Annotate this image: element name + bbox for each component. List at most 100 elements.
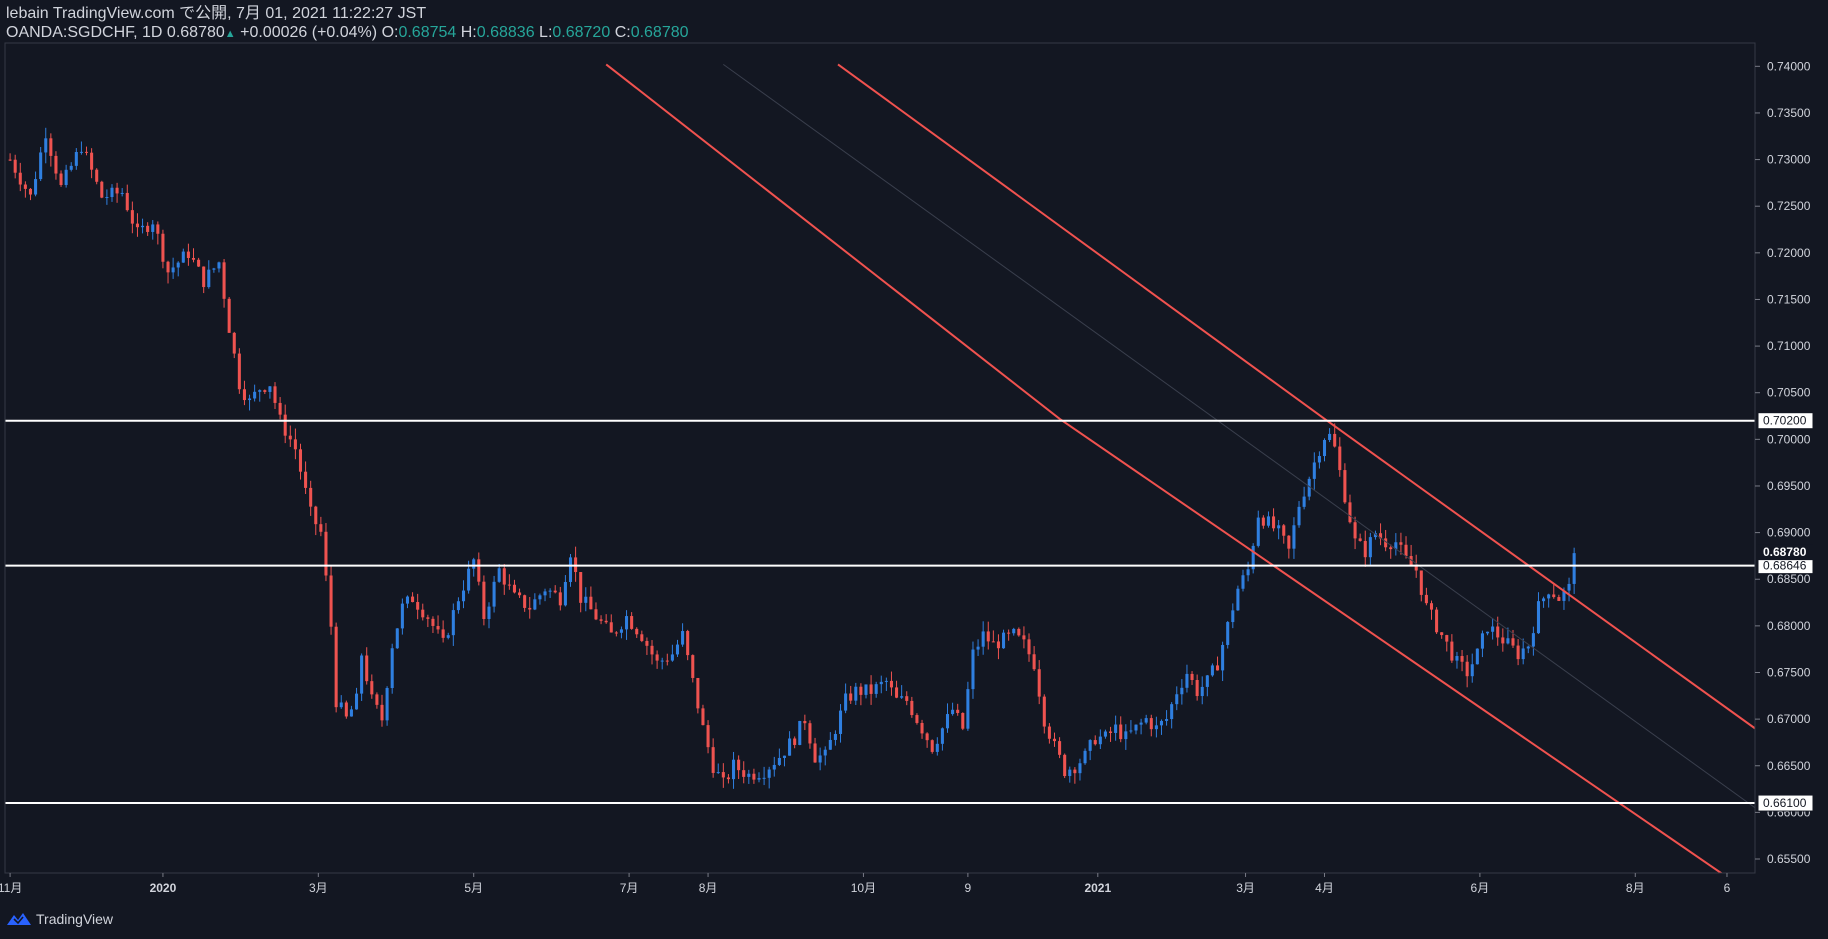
candle-body xyxy=(380,704,384,721)
candle xyxy=(477,552,481,586)
candle-body xyxy=(996,641,1000,649)
candle xyxy=(762,766,766,786)
candle-body xyxy=(945,714,950,729)
candle xyxy=(772,756,776,777)
candle-body xyxy=(1511,638,1515,646)
level-price-tag xyxy=(1757,794,1814,812)
time-axis[interactable]: 11月 2020 3月 5月 7月 8月 10月 9 2021 3月 4月 6月 8月 6 xyxy=(0,873,1731,895)
symbol-interval[interactable]: OANDA:SGDCHF, 1D xyxy=(6,24,163,41)
price-change: +0.00026 (+0.04%) xyxy=(240,24,378,41)
candle-body xyxy=(1098,736,1102,745)
candle xyxy=(1088,739,1092,761)
candle xyxy=(54,151,58,180)
candle-body xyxy=(1022,635,1026,640)
author-name[interactable]: lebain xyxy=(6,5,49,22)
candle-body xyxy=(625,616,629,630)
candle-body xyxy=(324,531,328,576)
low-value: 0.68720 xyxy=(552,24,611,41)
price-axis[interactable]: 0.74000 0.73500 0.73000 0.72500 0.72000 0.715… xyxy=(1755,59,1814,866)
channel-upper-line[interactable] xyxy=(837,63,1755,730)
candle-body xyxy=(981,631,985,647)
candle-body xyxy=(849,693,853,701)
candle-body xyxy=(1231,610,1235,623)
candle xyxy=(966,681,970,731)
candle-body xyxy=(339,702,343,708)
candle-body xyxy=(467,568,471,591)
candle-body xyxy=(1572,553,1576,584)
candle-body xyxy=(1012,628,1016,634)
candle xyxy=(309,480,313,516)
plot-frame xyxy=(4,42,1756,874)
candle-body xyxy=(716,772,720,774)
candle-body xyxy=(940,728,944,744)
candle xyxy=(1501,628,1505,652)
candle xyxy=(1424,587,1428,606)
candle xyxy=(884,677,888,691)
candle-body xyxy=(1134,724,1138,731)
candle xyxy=(1109,726,1113,742)
candle xyxy=(436,615,440,634)
candle xyxy=(696,677,700,714)
candle-body xyxy=(1424,594,1428,604)
candle xyxy=(940,727,944,751)
candle-body xyxy=(90,152,94,170)
candle xyxy=(568,553,573,587)
candle xyxy=(793,736,797,749)
candle-body xyxy=(1531,633,1535,647)
candle-body xyxy=(1389,547,1393,550)
candle xyxy=(451,603,455,646)
candle xyxy=(1277,519,1281,540)
candle xyxy=(681,623,685,647)
last-price: 0.68780 xyxy=(166,24,225,41)
candle xyxy=(166,260,170,284)
candle xyxy=(502,564,506,595)
candle-body xyxy=(986,631,990,642)
candle xyxy=(747,769,751,784)
candle xyxy=(1547,593,1551,608)
candle-body xyxy=(156,224,160,234)
candle-body xyxy=(1491,626,1495,632)
channel-midline[interactable] xyxy=(723,63,1755,809)
price-tick-label: 0.67500 xyxy=(1767,665,1811,679)
candle-body xyxy=(1078,763,1082,774)
candle-body xyxy=(701,708,705,726)
candle-body xyxy=(461,590,466,602)
candle xyxy=(237,348,241,394)
candle-body xyxy=(1149,718,1153,730)
price-tick-label: 0.66500 xyxy=(1767,759,1811,773)
candle-body xyxy=(1017,628,1021,636)
candle-body xyxy=(900,696,904,698)
candle-body xyxy=(64,169,68,185)
channel-lower-line[interactable] xyxy=(605,63,1755,896)
candle-body xyxy=(1475,648,1479,665)
candle xyxy=(1435,607,1439,634)
candle xyxy=(1486,631,1490,636)
candle-body xyxy=(258,390,262,392)
candle xyxy=(645,637,649,655)
candle xyxy=(44,127,48,164)
level-price-tag xyxy=(1757,412,1814,430)
candle xyxy=(961,712,965,731)
candle xyxy=(441,620,445,643)
candle-body xyxy=(1445,635,1449,642)
candle-body xyxy=(273,386,277,403)
candle-body xyxy=(105,197,109,199)
candle xyxy=(1343,463,1347,504)
candle xyxy=(1190,671,1194,685)
candle xyxy=(416,593,420,620)
candle xyxy=(1032,646,1036,671)
candle xyxy=(156,221,160,245)
candle xyxy=(869,675,873,705)
candle xyxy=(1552,583,1556,599)
time-tick-label: 11月 xyxy=(0,881,22,895)
candle-body xyxy=(956,709,960,714)
candle xyxy=(141,218,145,234)
candle xyxy=(161,229,165,269)
candle-body xyxy=(1480,633,1484,649)
candle-body xyxy=(1506,638,1510,644)
candle-body xyxy=(630,616,634,629)
candle-body xyxy=(813,743,817,763)
brand[interactable]: TradingView xyxy=(6,911,113,927)
candle-body xyxy=(49,138,53,156)
